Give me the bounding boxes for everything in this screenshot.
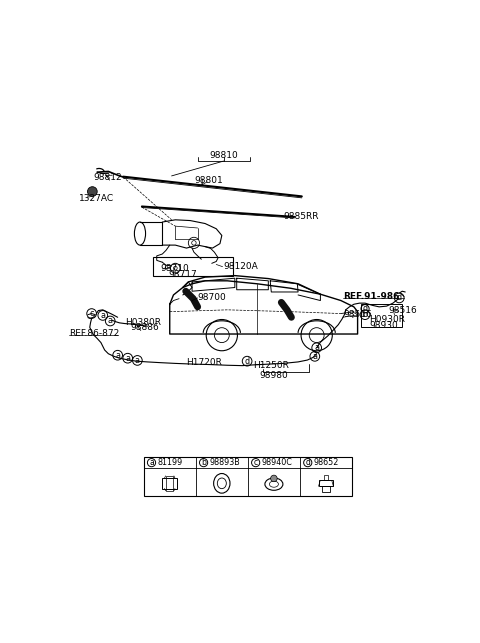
Bar: [162, 478, 177, 489]
Text: 98980: 98980: [260, 371, 288, 380]
Text: 9885RR: 9885RR: [283, 212, 319, 221]
Text: c: c: [253, 458, 258, 467]
Text: a: a: [149, 458, 154, 467]
Text: 98930: 98930: [370, 321, 398, 330]
Text: REF.91-986: REF.91-986: [344, 292, 400, 301]
Bar: [319, 480, 334, 486]
Bar: [322, 486, 330, 491]
Text: 98810: 98810: [209, 150, 238, 159]
Text: 98700: 98700: [198, 293, 227, 302]
Circle shape: [87, 186, 97, 196]
Text: 98812: 98812: [94, 173, 122, 182]
Text: H1250R: H1250R: [253, 361, 289, 370]
Text: H0380R: H0380R: [125, 318, 161, 327]
Text: 1327AC: 1327AC: [79, 194, 114, 203]
Text: 98801: 98801: [194, 176, 223, 185]
Text: b: b: [201, 458, 206, 467]
Bar: [153, 257, 233, 276]
Text: 98710: 98710: [160, 264, 189, 273]
Text: 98886: 98886: [131, 323, 159, 332]
Text: H1720R: H1720R: [186, 358, 222, 367]
Text: c: c: [89, 309, 94, 318]
Text: a: a: [100, 311, 105, 320]
Bar: [361, 304, 402, 327]
Text: 98940C: 98940C: [262, 458, 292, 467]
Bar: [166, 476, 173, 491]
Text: b: b: [362, 310, 368, 319]
Text: d: d: [396, 293, 402, 302]
Text: 98652: 98652: [314, 458, 339, 467]
Text: 98516: 98516: [344, 310, 372, 319]
Text: d: d: [305, 458, 310, 467]
Text: 98893B: 98893B: [210, 458, 240, 467]
Text: a: a: [135, 356, 140, 365]
Text: H0930R: H0930R: [370, 314, 406, 323]
Text: d: d: [244, 357, 250, 366]
Text: 98717: 98717: [168, 270, 197, 279]
Text: a: a: [312, 352, 317, 361]
Text: a: a: [115, 350, 120, 359]
Text: REF.86-872: REF.86-872: [69, 329, 120, 338]
Text: 98120A: 98120A: [224, 262, 258, 271]
Bar: [324, 475, 328, 480]
Text: d: d: [362, 304, 368, 313]
Text: 98516: 98516: [388, 307, 417, 316]
Text: a: a: [108, 316, 113, 325]
Text: a: a: [314, 343, 319, 352]
Text: 81199: 81199: [157, 458, 183, 467]
Text: a: a: [125, 354, 130, 363]
Circle shape: [271, 475, 277, 482]
Bar: [144, 457, 352, 496]
